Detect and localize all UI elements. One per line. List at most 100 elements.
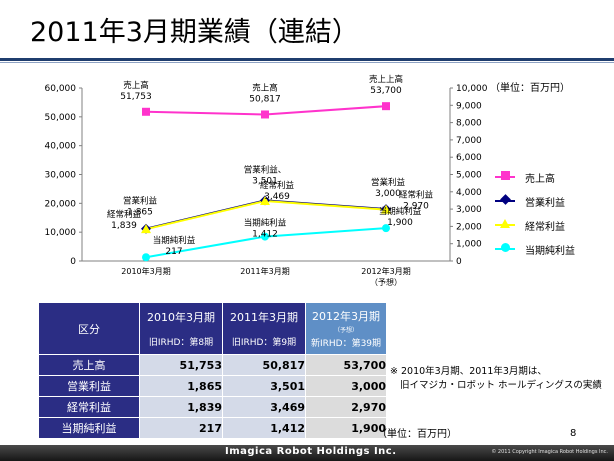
page-number: 8 [570,428,577,439]
y-left-tick-label: 0 [70,257,76,267]
data-label-name: 経常利益 [260,180,295,191]
x-tick-label: 2010年3月期 [121,266,170,276]
y-right-tick-label: 10,000 [456,84,488,94]
cell-value: 50,817 [222,354,306,376]
table-header-2011: 2011年3月期 旧IRHD：第9期 [222,302,306,355]
data-label-value: 1,865 [127,208,153,218]
legend-label: 営業利益 [525,198,565,209]
circle-icon [501,243,510,252]
data-label-value: 50,817 [249,94,281,104]
table-unit-label: （単位：百万円） [377,429,457,440]
cell-value: 3,469 [222,396,306,418]
data-point [261,110,269,119]
footnote-line-2: 旧イマジカ・ロボット ホールディングスの実績 [400,380,602,391]
data-label-name: 経常利益 [107,209,142,220]
page-title: 2011年3月期業績（連結） [30,17,359,48]
data-label-value: 217 [165,247,182,257]
y-right-tick-label: 5,000 [456,171,482,181]
footer-brand: Imagica Robot Holdings Inc. [225,446,397,457]
y-right-tick-label: 8,000 [456,119,482,129]
title-underline-thin [0,62,614,63]
chart-unit-label: （単位：百万円） [490,83,570,94]
table-row: 経常利益 1,839 3,469 2,970 [38,396,387,418]
legend-item: 営業利益 [495,190,605,214]
y-left-tick-label: 60,000 [45,84,77,94]
cell-value: 51,753 [139,354,223,376]
cell-value: 1,839 [139,396,223,418]
data-label-name: 売上高 [252,82,278,93]
y-right-tick-label: 7,000 [456,136,482,146]
legend-label: 当期純利益 [525,246,575,257]
data-label-name: 売上高 [123,80,149,91]
cell-value: 3,000 [305,375,387,397]
row-label: 当期純利益 [38,417,140,439]
data-label-name: 売上上高 [369,74,403,85]
data-label-value: 51,753 [120,92,152,102]
data-point [260,195,270,205]
data-point [382,102,390,111]
data-label-name: 営業利益 [123,196,158,207]
data-label-value: 3,000 [375,189,401,199]
y-right-tick-label: 4,000 [456,188,482,198]
table-row: 売上高 51,753 50,817 53,700 [38,354,387,376]
table-header-2010: 2010年3月期 旧IRHD：第8期 [139,302,223,355]
data-point [142,253,150,262]
data-point [261,232,269,241]
diamond-icon [500,194,511,205]
legend-label: 経常利益 [525,222,565,233]
y-right-tick-label: 2,000 [456,222,482,232]
triangle-icon [500,219,510,228]
table-header-2012: 2012年3月期 （予想） 新IRHD：第39期 [305,302,387,355]
table-header-row: 区分 2010年3月期 旧IRHD：第8期 2011年3月期 旧IRHD：第9期… [38,302,387,355]
legend-item: 当期純利益 [495,238,605,262]
data-point [382,224,390,233]
cell-value: 1,865 [139,375,223,397]
y-right-tick-label: 3,000 [456,205,482,215]
data-label-value: 53,700 [370,86,402,96]
y-right-tick-label: 1,000 [456,240,482,250]
data-label-value: 1,900 [387,218,413,228]
cell-value: 2,970 [305,396,387,418]
data-point [381,204,391,214]
footnote-line-1: ※ 2010年3月期、2011年3月期は、 [390,366,547,377]
cell-value: 217 [139,417,223,439]
table-row: 営業利益 1,865 3,501 3,000 [38,375,387,397]
data-point [141,224,151,234]
data-label-value: 3,469 [264,192,290,202]
title-underline [0,58,614,61]
cell-value: 1,412 [222,417,306,439]
results-table: 区分 2010年3月期 旧IRHD：第8期 2011年3月期 旧IRHD：第9期… [38,302,387,439]
data-label-name: 当期純利益 [379,206,422,217]
data-label-value: 3,501 [252,176,278,186]
data-label-value: 2,970 [403,202,429,212]
square-icon [501,171,510,180]
legend-item: 売上高 [495,166,605,190]
data-label-name: 経常利益 [399,190,434,201]
y-left-tick-label: 50,000 [45,113,77,123]
y-right-tick-label: 0 [456,257,462,267]
data-label-name: 当期純利益 [153,235,196,246]
y-left-tick-label: 40,000 [45,142,77,152]
data-label-value: 1,839 [111,221,137,231]
cell-value: 1,900 [305,417,387,439]
legend-item: 経常利益 [495,214,605,238]
y-left-tick-label: 10,000 [45,228,77,238]
table-header-label: 区分 [38,302,140,355]
footer-bar: Imagica Robot Holdings Inc. © 2011 Copyr… [0,445,614,461]
y-right-tick-label: 9,000 [456,101,482,111]
chart-legend: 売上高営業利益経常利益当期純利益 [495,166,605,262]
data-label-value: 1,412 [252,230,278,240]
x-tick-label: 2011年3月期 [240,266,289,276]
cell-value: 53,700 [305,354,387,376]
y-left-tick-label: 20,000 [45,199,77,209]
data-label-name: 当期純利益 [244,218,287,229]
x-tick-sublabel: （予想） [370,277,402,287]
footnote: ※ 2010年3月期、2011年3月期は、 旧イマジカ・ロボット ホールディング… [390,365,602,393]
data-point [142,107,150,116]
cell-value: 3,501 [222,375,306,397]
row-label: 経常利益 [38,396,140,418]
performance-chart: 0 10,000 20,000 30,000 40,000 50,000 60,000 0 1,… [45,74,488,287]
table-row: 当期純利益 217 1,412 1,900 [38,417,387,439]
y-right-tick-label: 6,000 [456,153,482,163]
data-label-name: 営業利益、 [244,164,287,175]
